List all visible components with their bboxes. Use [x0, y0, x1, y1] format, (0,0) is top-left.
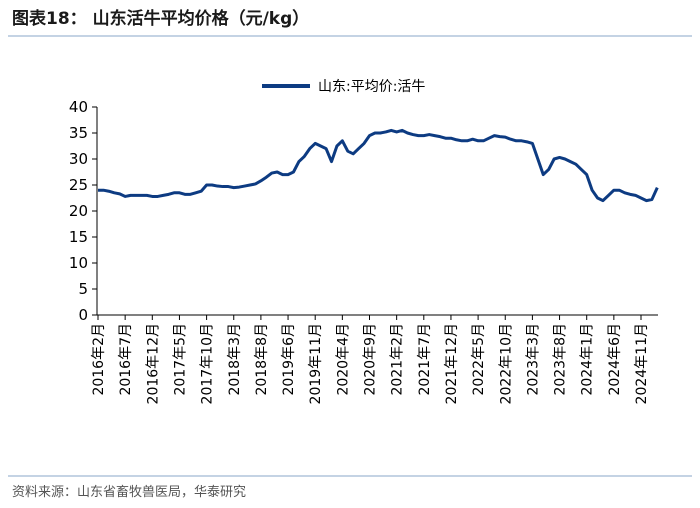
x-tick-label: 2016年2月 [91, 323, 107, 396]
x-tick-label: 2024年1月 [580, 323, 596, 396]
y-tick-label: 15 [69, 228, 88, 246]
x-tick-label: 2020年4月 [335, 323, 351, 396]
y-tick-label: 25 [69, 176, 88, 194]
x-tick-label: 2023年8月 [553, 323, 569, 396]
x-tick-label: 2017年5月 [172, 323, 188, 396]
x-tick-label: 2024年6月 [607, 323, 623, 396]
x-tick-label: 2021年12月 [444, 323, 460, 404]
x-tick-label: 2021年2月 [390, 323, 406, 396]
series-line [98, 128, 659, 203]
x-tick-label: 2017年10月 [200, 323, 216, 404]
x-tick-label: 2024年11月 [634, 323, 650, 404]
y-tick-label: 5 [78, 280, 88, 298]
chart-title: 图表18： 山东活牛平均价格（元/kg） [12, 8, 309, 29]
x-tick-label: 2019年6月 [281, 323, 297, 396]
x-tick-label: 2016年12月 [145, 323, 161, 404]
y-tick-label: 40 [69, 98, 88, 116]
x-tick-label: 2022年10月 [498, 323, 514, 404]
x-tick-label: 2019年11月 [308, 323, 324, 404]
y-tick-label: 30 [69, 150, 88, 168]
x-tick-label: 2022年5月 [471, 323, 487, 396]
x-tick-label: 2018年8月 [254, 323, 270, 396]
y-tick-label: 0 [78, 306, 88, 324]
x-tick-label: 2020年9月 [363, 323, 379, 396]
y-tick-label: 10 [69, 254, 88, 272]
x-tick-label: 2021年7月 [417, 323, 433, 396]
x-tick-label: 2018年3月 [227, 323, 243, 396]
legend-label: 山东:平均价:活牛 [318, 79, 425, 95]
y-tick-label: 35 [69, 124, 88, 142]
x-tick-label: 2023年3月 [525, 323, 541, 396]
y-tick-label: 20 [69, 202, 88, 220]
source: 资料来源：山东省畜牧兽医局，华泰研究 [12, 484, 246, 500]
x-tick-label: 2016年7月 [118, 323, 134, 396]
